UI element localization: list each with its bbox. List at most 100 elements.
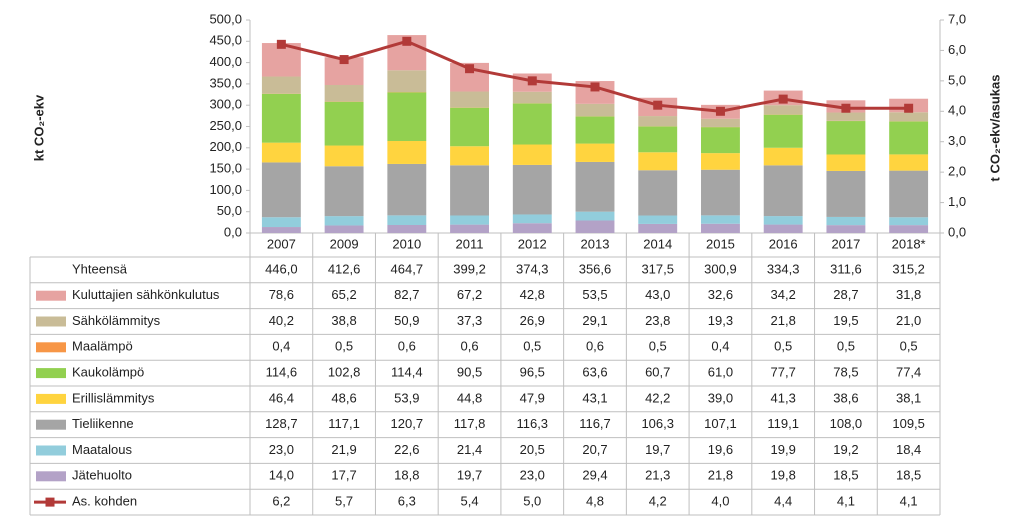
legend-swatch <box>36 419 66 430</box>
bar-segment <box>324 101 364 146</box>
cell: 20,5 <box>520 442 545 457</box>
bar-segment <box>575 143 615 162</box>
cell: 40,2 <box>269 313 294 328</box>
legend-swatch <box>36 445 66 456</box>
bar-segment <box>261 217 301 228</box>
cell: 23,0 <box>269 442 294 457</box>
bar-segment <box>450 165 489 216</box>
cell: 43,1 <box>582 390 607 405</box>
bar-segment <box>826 170 866 217</box>
cell: 5,7 <box>335 494 353 509</box>
row-label: Erillislämmitys <box>72 390 155 405</box>
cell: 128,7 <box>265 416 298 431</box>
cell: 20,7 <box>582 442 607 457</box>
cell: 0,6 <box>461 339 479 354</box>
bar-segment <box>701 153 740 170</box>
bar-segment <box>387 215 427 225</box>
y-tick-label: 350,0 <box>209 75 242 90</box>
x-tick-label: 2007 <box>267 236 296 251</box>
legend-swatch <box>36 471 66 482</box>
y2-tick-label: 0,0 <box>948 224 966 239</box>
cell: 31,8 <box>896 287 921 302</box>
row-label: Tieliikenne <box>72 416 134 431</box>
cell: 0,5 <box>335 339 353 354</box>
cell: 22,6 <box>394 442 419 457</box>
cell: 34,2 <box>771 287 796 302</box>
cell: 108,0 <box>830 416 863 431</box>
cell: 412,6 <box>328 261 361 276</box>
y-axis-title: kt CO₂-ekv <box>31 94 46 161</box>
cell: 18,8 <box>394 468 419 483</box>
bar-segment <box>763 165 803 217</box>
y2-tick-label: 4,0 <box>948 103 966 118</box>
cell: 21,0 <box>896 313 921 328</box>
bar-segment <box>638 126 678 153</box>
cell: 0,6 <box>586 339 604 354</box>
cell: 315,2 <box>892 261 925 276</box>
bar-segment <box>575 103 615 117</box>
cell: 0,5 <box>837 339 855 354</box>
y-tick-label: 50,0 <box>217 203 242 218</box>
cell: 5,0 <box>523 494 541 509</box>
bar-segment <box>324 145 364 167</box>
bar-segment <box>638 223 678 233</box>
cell: 114,6 <box>266 365 298 380</box>
y-tick-label: 500,0 <box>209 11 242 26</box>
bar-segment <box>889 112 929 122</box>
bar-segment <box>450 224 489 233</box>
cell: 28,7 <box>833 287 858 302</box>
bar-segment <box>763 105 803 115</box>
cell: 102,8 <box>328 365 361 380</box>
cell: 464,7 <box>391 261 424 276</box>
line-marker <box>904 103 914 113</box>
legend-swatch <box>36 393 66 404</box>
x-tick-label: 2012 <box>518 236 547 251</box>
cell: 4,8 <box>586 494 604 509</box>
line-marker <box>465 64 475 74</box>
bar-segment <box>638 152 678 171</box>
cell: 38,6 <box>833 390 858 405</box>
cell: 32,6 <box>708 287 733 302</box>
cell: 19,8 <box>771 468 796 483</box>
y-tick-label: 200,0 <box>209 139 242 154</box>
cell: 23,0 <box>520 468 545 483</box>
cell: 18,5 <box>833 468 858 483</box>
cell: 109,5 <box>892 416 925 431</box>
y-tick-label: 450,0 <box>209 33 242 48</box>
cell: 48,6 <box>331 390 356 405</box>
cell: 78,5 <box>833 365 858 380</box>
legend-swatch <box>36 342 66 353</box>
bar-segment <box>763 216 803 225</box>
cell: 21,8 <box>708 468 733 483</box>
bar-segment <box>512 144 552 165</box>
line-marker <box>339 55 349 65</box>
legend-swatch <box>36 290 66 301</box>
x-tick-label: 2010 <box>392 236 421 251</box>
bar-segment <box>324 225 364 233</box>
cell: 446,0 <box>265 261 298 276</box>
cell: 44,8 <box>457 390 482 405</box>
cell: 60,7 <box>645 365 670 380</box>
cell: 19,6 <box>708 442 733 457</box>
cell: 106,3 <box>641 416 674 431</box>
line-marker <box>653 100 663 110</box>
cell: 6,3 <box>398 494 416 509</box>
cell: 53,9 <box>394 390 419 405</box>
x-tick-label: 2009 <box>330 236 359 251</box>
bar-segment <box>701 127 740 154</box>
x-tick-label: 2017 <box>831 236 860 251</box>
line-marker <box>715 106 725 116</box>
cell: 334,3 <box>767 261 800 276</box>
cell: 41,3 <box>771 390 796 405</box>
cell: 107,1 <box>704 416 737 431</box>
cell: 0,5 <box>900 339 918 354</box>
bar-segment <box>261 142 301 163</box>
cell: 374,3 <box>516 261 549 276</box>
row-label: Yhteensä <box>72 261 128 276</box>
y-tick-label: 250,0 <box>209 118 242 133</box>
bar-segment <box>826 216 866 226</box>
bar-segment <box>701 215 740 224</box>
cell: 82,7 <box>394 287 419 302</box>
cell: 300,9 <box>704 261 737 276</box>
